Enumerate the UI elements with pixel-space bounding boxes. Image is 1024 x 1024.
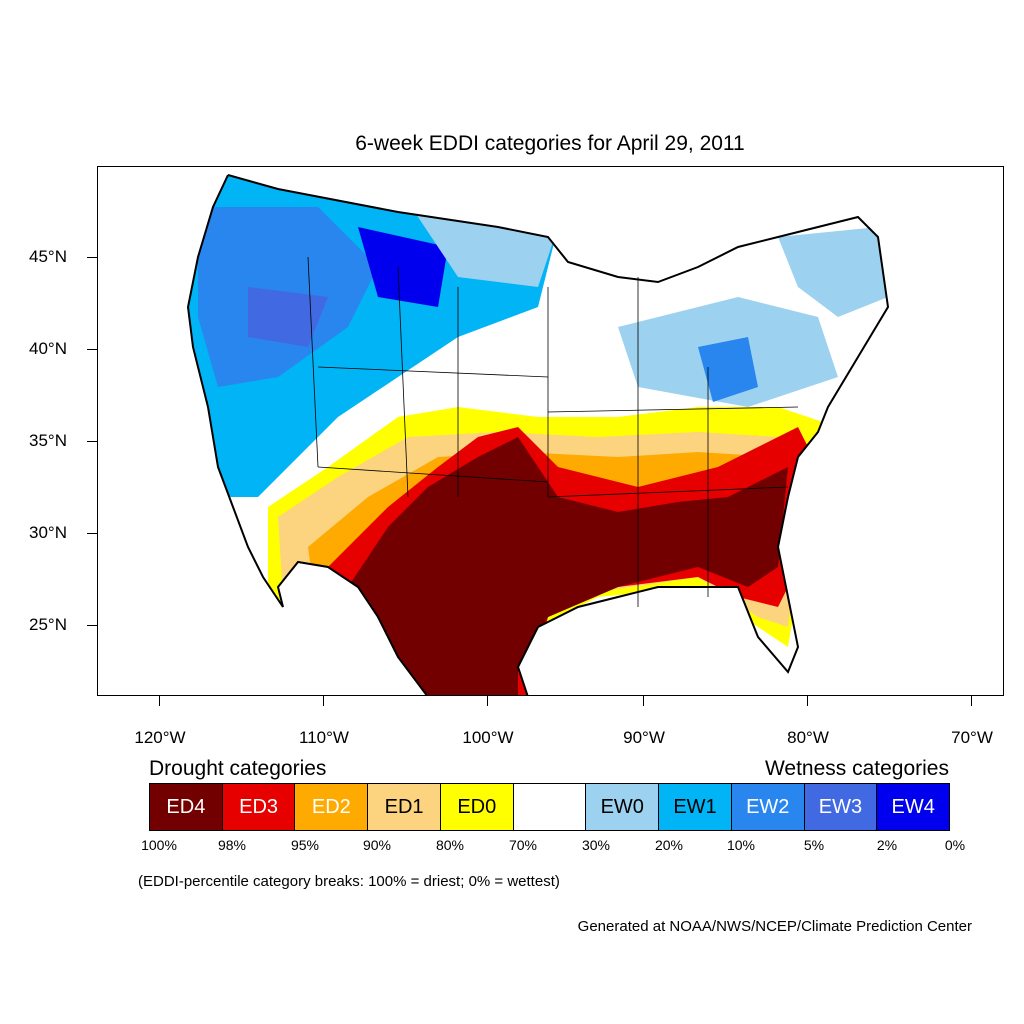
break-label: 0%	[944, 837, 966, 853]
break-label: 5%	[803, 837, 825, 853]
break-label: 2%	[876, 837, 898, 853]
drought-legend-title: Drought categories	[149, 757, 327, 780]
break-label: 100%	[141, 837, 177, 853]
map-canvas	[186, 174, 890, 695]
legend-swatch-ew2: EW2	[731, 784, 805, 830]
lon-label-90: 90°W	[623, 728, 665, 747]
lat-label-40: 40°N	[29, 339, 67, 358]
legend-swatch-ew3: EW3	[804, 784, 878, 830]
lon-label-120: 120°W	[134, 728, 186, 747]
lon-label-100: 100°W	[462, 728, 514, 747]
lat-tick	[87, 625, 97, 626]
wet-region-mt	[358, 227, 448, 307]
wet-region-or	[248, 287, 328, 347]
wetness-legend-title: Wetness categories	[764, 757, 949, 780]
state-borders	[307, 256, 799, 607]
legend-swatch-ew4: EW4	[877, 784, 950, 830]
lon-tick	[643, 696, 644, 706]
lon-tick	[323, 696, 324, 706]
break-label: 70%	[508, 837, 538, 853]
legend-swatch-ed3: ED3	[222, 784, 296, 830]
category-note: (EDDI-percentile category breaks: 100% =…	[138, 873, 560, 890]
lat-label-30: 30°N	[29, 523, 67, 542]
legend-swatch-neutral	[513, 784, 587, 830]
lat-tick	[87, 533, 97, 534]
break-label: 98%	[217, 837, 247, 853]
legend-swatch-ew0: EW0	[586, 784, 660, 830]
break-label: 10%	[726, 837, 756, 853]
legend-swatch-ed2: ED2	[295, 784, 369, 830]
lat-tick	[87, 257, 97, 258]
lon-tick	[159, 696, 160, 706]
lon-label-70: 70°W	[951, 728, 993, 747]
coastline	[186, 174, 890, 695]
drought-ed4	[348, 437, 788, 695]
wet-region-ne	[778, 227, 888, 317]
legend-swatch-ed1: ED1	[368, 784, 441, 830]
lat-tick	[87, 349, 97, 350]
break-label: 30%	[581, 837, 611, 853]
lat-label-45: 45°N	[29, 247, 67, 266]
break-label: 80%	[435, 837, 465, 853]
credit-line: Generated at NOAA/NWS/NCEP/Climate Predi…	[577, 918, 972, 935]
legend-swatch-ed4: ED4	[150, 784, 223, 830]
lat-label-35: 35°N	[29, 431, 67, 450]
lat-label-25: 25°N	[29, 615, 67, 634]
legend-color-bar: ED4 ED3 ED2 ED1 ED0 EW0 EW1 EW2 EW3 EW4	[149, 783, 950, 831]
legend-swatch-ew1: EW1	[659, 784, 732, 830]
lon-tick	[971, 696, 972, 706]
break-label: 90%	[362, 837, 392, 853]
legend-swatch-ed0: ED0	[440, 784, 514, 830]
eddi-map	[97, 166, 1004, 696]
wet-region-mi	[698, 337, 758, 402]
lon-label-80: 80°W	[787, 728, 829, 747]
lon-tick	[807, 696, 808, 706]
break-label: 20%	[654, 837, 684, 853]
map-title: 6-week EDDI categories for April 29, 201…	[355, 132, 745, 155]
lon-label-110: 110°W	[299, 728, 349, 747]
break-label: 95%	[290, 837, 320, 853]
lat-tick	[87, 441, 97, 442]
lon-tick	[487, 696, 488, 706]
